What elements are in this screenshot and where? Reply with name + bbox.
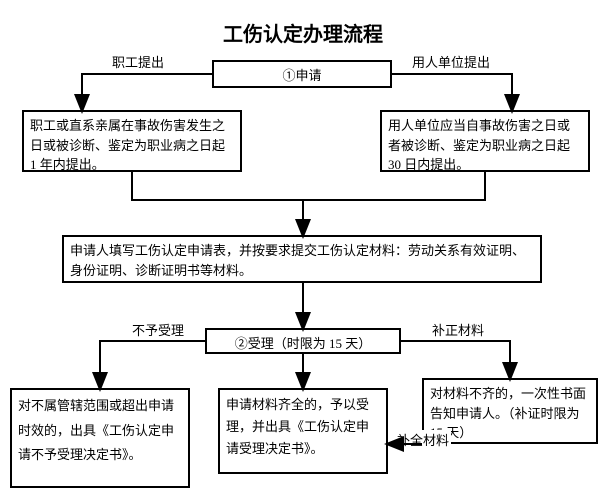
label-employee-submit: 职工提出 (110, 52, 166, 71)
label-employer-submit: 用人单位提出 (410, 52, 492, 71)
node-apply: ①申请 (212, 60, 392, 88)
label-supplement: 补正材料 (430, 320, 486, 339)
label-not-accepted: 不予受理 (130, 320, 186, 339)
node-employee-deadline: 职工或直系亲属在事故伤害发生之日或被诊断、鉴定为职业病之日起 1 年内提出。 (22, 110, 242, 172)
page-title: 工伤认定办理流程 (0, 18, 606, 47)
node-accept: ②受理（时限为 15 天） (205, 328, 401, 354)
node-submit-materials: 申请人填写工伤认定申请表，并按要求提交工伤认定材料：劳动关系有效证明、身份证明、… (62, 235, 542, 283)
node-accept-decision: 申请材料齐全的，予以受理，并出具《工伤认定申请受理决定书》。 (218, 388, 388, 474)
node-employer-deadline: 用人单位应当自事故伤害之日或者被诊断、鉴定为职业病之日起 30 日内提出。 (380, 110, 590, 172)
node-reject-decision: 对不属管辖范围或超出申请时效的，出具《工伤认定申请不予受理决定书》。 (10, 388, 190, 488)
label-supplement-all: 补全材料 (395, 430, 451, 449)
